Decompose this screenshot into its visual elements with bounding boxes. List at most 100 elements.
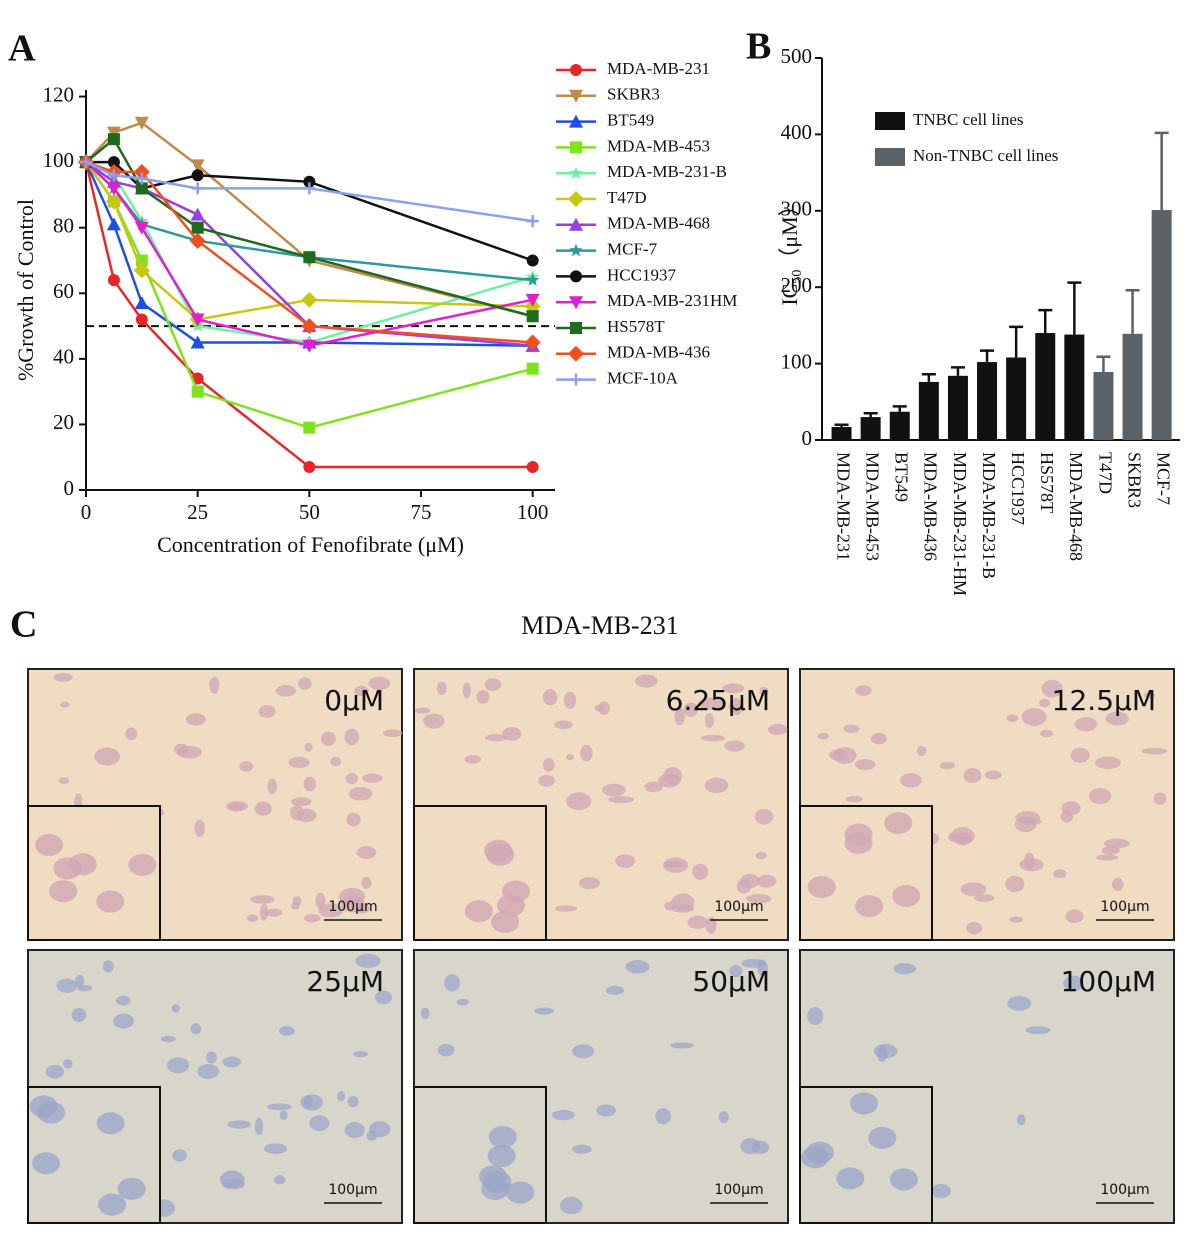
- y-tick-label: 20: [53, 410, 74, 434]
- panel-title: MDA-MB-231: [521, 611, 678, 640]
- x-tick-label: MDA-MB-231-B: [979, 452, 999, 579]
- x-tick-label: SKBR3: [1124, 452, 1144, 508]
- y-axis-title-part: IC: [777, 284, 802, 306]
- cell: [197, 1064, 220, 1080]
- point: [107, 133, 120, 146]
- scale-label: 100μm: [1100, 899, 1149, 915]
- cell: [759, 686, 769, 696]
- cell: [948, 832, 958, 842]
- cell: [1104, 838, 1130, 849]
- series-line: [84, 161, 533, 347]
- x-tick-label: 25: [187, 500, 208, 524]
- concentration-label: 25μM: [306, 965, 384, 998]
- cell: [655, 1108, 671, 1125]
- legend-label: SKBR3: [607, 85, 660, 104]
- cell: [704, 713, 714, 729]
- cell: [239, 761, 254, 772]
- cell: [502, 727, 522, 741]
- cell: [275, 684, 297, 697]
- cell: [984, 770, 1002, 780]
- cell: [1095, 854, 1119, 861]
- bar: [918, 381, 939, 440]
- point: [569, 243, 583, 257]
- cell: [1095, 756, 1121, 770]
- cell: [916, 745, 927, 757]
- y-tick-label: 100: [781, 349, 813, 373]
- bar: [947, 375, 968, 440]
- cell: [346, 812, 361, 827]
- cell: [578, 877, 601, 890]
- x-axis-title: Concentration of Fenofibrate (μM): [157, 532, 464, 557]
- error-bar: [1154, 131, 1169, 211]
- cell: [56, 978, 78, 993]
- cell: [1009, 916, 1023, 923]
- scale-label: 100μm: [1100, 1182, 1149, 1198]
- cell: [663, 767, 683, 785]
- series-line: [85, 160, 533, 223]
- cell: [931, 1183, 951, 1199]
- scale-label: 100μm: [714, 1182, 763, 1198]
- error-bar: [1125, 289, 1140, 334]
- inset-cell: [805, 1141, 834, 1164]
- cell: [173, 743, 189, 755]
- error-bar: [921, 373, 936, 382]
- micrograph: 6.25μM 100μm: [413, 668, 789, 941]
- micrograph: 0μM 100μm: [27, 668, 403, 941]
- legend-label: HCC1937: [607, 265, 676, 284]
- cell: [59, 701, 70, 708]
- scale-label: 100μm: [328, 899, 377, 915]
- cell: [572, 1044, 595, 1059]
- cell: [1074, 717, 1098, 732]
- cell: [414, 707, 431, 714]
- legend-label: MDA-MB-231: [607, 59, 710, 78]
- cell: [1143, 692, 1156, 699]
- concentration-label: 100μM: [1061, 965, 1156, 998]
- cell: [1141, 747, 1168, 755]
- y-tick-label: 100: [43, 148, 75, 172]
- y-tick-label: 300: [781, 197, 813, 221]
- scale-label: 100μm: [328, 1182, 377, 1198]
- cell: [966, 921, 983, 935]
- inset: [413, 1086, 547, 1224]
- cell: [288, 756, 310, 768]
- cell: [572, 1144, 592, 1154]
- point: [525, 293, 540, 307]
- cell: [185, 713, 206, 726]
- legend-label: BT549: [607, 111, 654, 130]
- error-bar: [950, 366, 965, 376]
- cell: [368, 676, 391, 691]
- cell: [318, 903, 343, 918]
- cell: [303, 914, 321, 923]
- point: [191, 221, 204, 234]
- inset-cell: [807, 876, 836, 899]
- cell: [423, 713, 445, 729]
- legend-swatch: [875, 112, 905, 130]
- bar: [977, 362, 998, 440]
- point: [301, 318, 318, 335]
- cell: [664, 860, 683, 868]
- cell: [278, 1026, 295, 1036]
- legend-label: MCF-10A: [607, 369, 679, 388]
- bar: [1006, 357, 1027, 440]
- point: [570, 270, 582, 283]
- bar: [860, 417, 881, 440]
- cell: [1065, 909, 1084, 923]
- x-tick-label: MDA-MB-453: [863, 452, 883, 561]
- cell: [542, 688, 558, 706]
- point: [570, 64, 582, 76]
- legend-label: MDA-MB-468: [607, 214, 710, 233]
- error-bar: [834, 423, 849, 428]
- cell: [1053, 869, 1067, 879]
- inset-cell: [836, 1167, 865, 1190]
- point: [526, 254, 539, 267]
- point: [568, 345, 584, 362]
- point: [107, 169, 120, 182]
- inset-cell: [855, 895, 884, 918]
- cell: [290, 902, 300, 910]
- cell: [683, 702, 698, 717]
- bar: [1093, 372, 1114, 440]
- point: [569, 114, 583, 128]
- point: [190, 313, 205, 327]
- point: [191, 385, 204, 398]
- cell: [113, 1013, 134, 1029]
